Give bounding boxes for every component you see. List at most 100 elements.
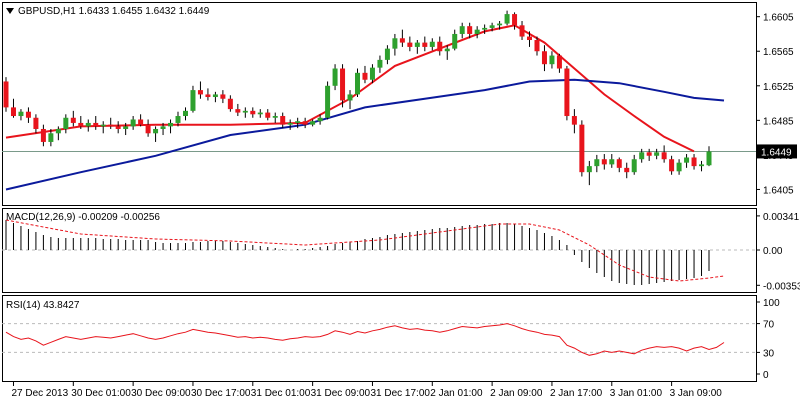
candle-up — [609, 159, 615, 165]
candle-up — [497, 23, 503, 26]
time-tick-label: 2 Jan 01:00 — [430, 388, 483, 399]
time-tick-label: 27 Dec 2013 — [11, 388, 68, 399]
candle-down — [70, 117, 76, 123]
candle-up — [287, 122, 293, 125]
candle-down — [145, 124, 151, 134]
candle-down — [669, 159, 675, 172]
candle-up — [684, 157, 690, 163]
candle-down — [579, 124, 585, 173]
candle-down — [197, 90, 203, 95]
macd-panel: 0.00341 0.00 -0.00353 MACD(12,26,9) -0.0020… — [2, 212, 800, 292]
candle-up — [504, 14, 510, 24]
candle-down — [220, 94, 226, 99]
current-price-tag — [757, 144, 797, 159]
time-tick-label: 31 Dec 01:00 — [251, 388, 311, 399]
candle-down — [571, 116, 577, 125]
candle-down — [265, 112, 271, 118]
candle-down — [40, 128, 46, 142]
candle-down — [10, 107, 16, 117]
candle-down — [93, 122, 99, 127]
candle-up — [654, 152, 660, 156]
price-ytick-label: 1.6525 — [763, 82, 794, 93]
candle-down — [527, 36, 533, 41]
candle-up — [459, 26, 465, 34]
candle-up — [310, 121, 316, 125]
candle-down — [541, 51, 547, 65]
candle-up — [706, 151, 712, 166]
time-tick-label: 2 Jan 17:00 — [550, 388, 603, 399]
candle-down — [340, 68, 346, 101]
candle-down — [205, 94, 211, 98]
candle-up — [317, 117, 323, 122]
rsi-ytick-label: 30 — [763, 348, 775, 359]
macd-ytick-label: 0.00341 — [763, 212, 800, 223]
candle-down — [534, 40, 540, 52]
candle-down — [33, 117, 39, 129]
candle-down — [227, 98, 233, 110]
candle-down — [3, 81, 9, 108]
candle-down — [564, 68, 570, 117]
candle-up — [325, 85, 331, 118]
candle-down — [399, 38, 405, 43]
candle-up — [130, 119, 136, 127]
candle-up — [377, 59, 383, 68]
candle-up — [160, 126, 166, 129]
candle-up — [699, 164, 705, 167]
candle-down — [78, 122, 84, 127]
current-price-label: 1.6449 — [761, 147, 792, 158]
candle-down — [691, 157, 697, 167]
moving-average-line-2 — [5, 78, 725, 191]
candle-up — [474, 29, 480, 34]
candle-up — [384, 48, 390, 60]
candle-down — [519, 25, 525, 37]
candle-up — [392, 38, 398, 49]
candle-up — [153, 128, 159, 134]
candle-up — [182, 110, 188, 117]
price-ytick-label: 1.6405 — [763, 185, 794, 196]
price-ytick-label: 1.6605 — [763, 13, 794, 24]
candle-up — [631, 159, 637, 173]
candle-up — [639, 152, 645, 160]
macd-ytick-label: 0.00 — [763, 246, 783, 257]
candle-up — [489, 25, 495, 28]
candle-up — [190, 90, 196, 111]
candle-down — [616, 159, 622, 168]
candle-down — [407, 42, 413, 47]
rsi-frame — [2, 295, 757, 382]
candle-up — [257, 112, 263, 115]
candle-up — [549, 55, 555, 65]
candle-up — [586, 166, 592, 173]
candle-up — [347, 94, 353, 101]
candle-up — [295, 121, 301, 123]
time-axis: 27 Dec 2013 30 Dec 01:00 30 Dec 09:00 30 De… — [11, 381, 722, 399]
candle-up — [414, 42, 420, 47]
candle-down — [115, 126, 121, 129]
candle-up — [168, 122, 174, 127]
candle-up — [444, 48, 450, 52]
candle-down — [25, 111, 31, 118]
candle-up — [48, 133, 54, 142]
candle-up — [123, 126, 129, 129]
candle-up — [272, 116, 278, 118]
rsi-line — [5, 323, 725, 356]
time-tick-label: 30 Dec 09:00 — [131, 388, 191, 399]
candle-up — [369, 67, 375, 80]
time-tick-label: 30 Dec 01:00 — [71, 388, 131, 399]
rsi-ytick-label: 70 — [763, 320, 775, 331]
candle-down — [467, 26, 473, 34]
candle-up — [175, 116, 181, 123]
time-tick-label: 31 Dec 17:00 — [370, 388, 430, 399]
candle-down — [138, 119, 144, 125]
candle-down — [601, 159, 607, 165]
time-tick-label: 30 Dec 17:00 — [191, 388, 251, 399]
candle-up — [55, 128, 61, 134]
time-tick-label: 3 Jan 09:00 — [670, 388, 723, 399]
time-tick-label: 2 Jan 09:00 — [490, 388, 543, 399]
candle-down — [556, 55, 562, 69]
candle-up — [18, 111, 24, 117]
candle-down — [437, 41, 443, 52]
candle-down — [280, 116, 286, 125]
candle-up — [63, 117, 69, 129]
time-tick-label: 31 Dec 09:00 — [311, 388, 371, 399]
